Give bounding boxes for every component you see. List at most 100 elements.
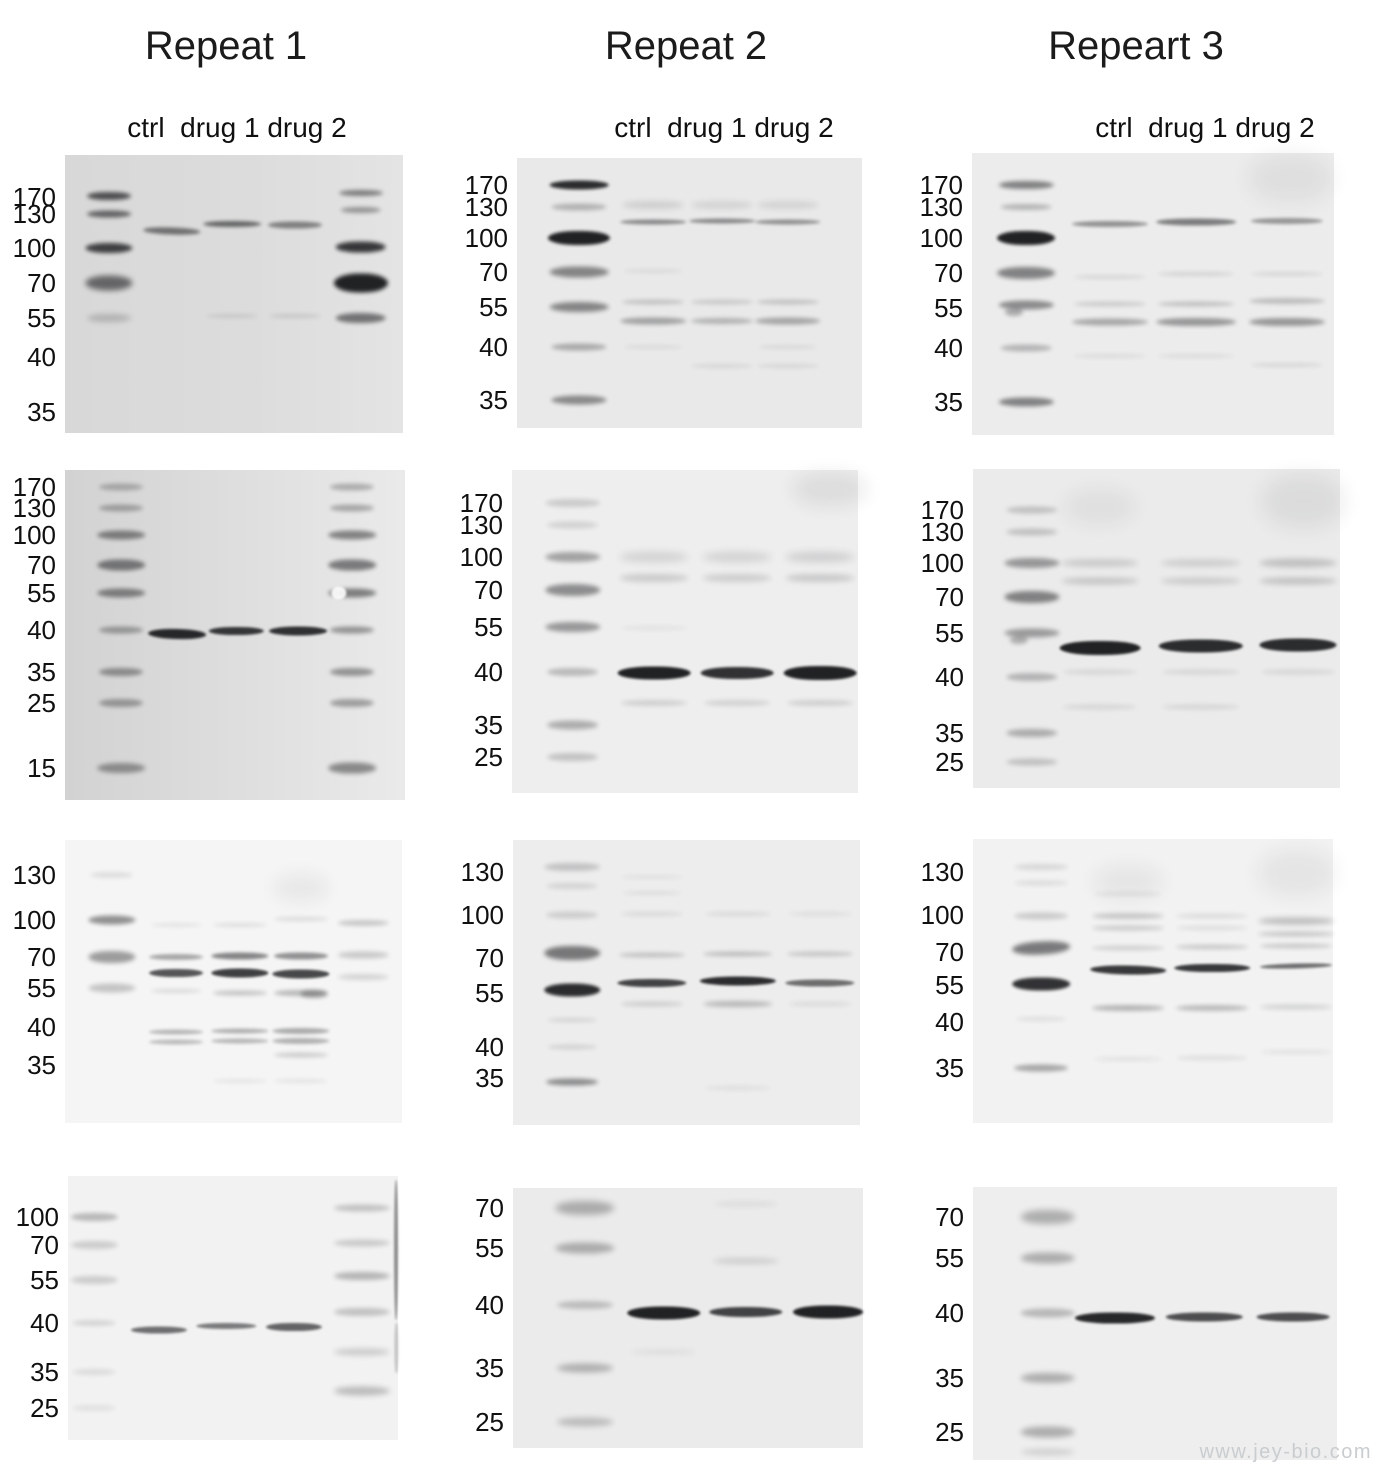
gel-band xyxy=(546,521,599,529)
mw-label-15: 15 xyxy=(27,752,56,783)
gel-band xyxy=(1162,704,1240,710)
gel-band xyxy=(1261,669,1335,675)
mw-label-40: 40 xyxy=(475,1290,504,1320)
mw-label-55: 55 xyxy=(475,978,504,1009)
mw-label-130: 130 xyxy=(919,191,963,222)
gel-band xyxy=(547,1017,597,1023)
gel-band xyxy=(330,504,375,512)
gel-band xyxy=(328,588,377,598)
mw-label-40: 40 xyxy=(27,342,56,373)
gel-band xyxy=(758,345,818,349)
gel-band xyxy=(1073,301,1146,307)
gel-band xyxy=(1162,669,1240,675)
gel-band xyxy=(544,551,601,562)
gel-band xyxy=(267,221,322,229)
blot-row1-repeat1: 170 130 100 70 55 40 35 xyxy=(13,155,403,433)
gel-band xyxy=(1259,962,1332,970)
gel-band xyxy=(1160,559,1241,568)
mw-label-40: 40 xyxy=(474,656,503,687)
mw-label-25: 25 xyxy=(935,746,964,777)
gel-band xyxy=(622,299,685,305)
gel-band xyxy=(788,912,852,917)
gel-band xyxy=(620,699,687,706)
mw-label-70: 70 xyxy=(935,581,964,612)
gel-band xyxy=(273,1078,328,1083)
gel-band xyxy=(149,953,204,960)
gel-band xyxy=(618,952,685,958)
blot-row4-repeat2: 70 55 40 35 25 xyxy=(475,1188,863,1448)
gel-band xyxy=(1020,1448,1075,1455)
gel-band xyxy=(203,220,262,227)
blot-row3-repeat2: 130 100 70 55 40 35 xyxy=(461,840,860,1125)
gel-band xyxy=(1006,672,1058,681)
gel-band xyxy=(1004,558,1060,569)
gel-band xyxy=(1176,913,1249,918)
gel-band xyxy=(1006,506,1058,514)
gel-band xyxy=(99,667,144,676)
gel-band xyxy=(89,872,134,879)
gel-band xyxy=(330,483,375,491)
lane-labels-repeat-2: ctrl drug 1 drug 2 xyxy=(614,112,834,143)
gel-band xyxy=(703,951,773,957)
gel-band xyxy=(1259,638,1337,652)
gel-band xyxy=(793,1305,863,1319)
mw-label-70: 70 xyxy=(475,1193,504,1224)
gel-artifact-spot xyxy=(331,586,347,600)
mw-label-40: 40 xyxy=(479,332,508,362)
gel-band xyxy=(1063,489,1137,526)
mw-label-40: 40 xyxy=(475,1031,504,1062)
column-title-repeat-2: Repeat 2 xyxy=(604,24,768,68)
gel-band xyxy=(544,584,601,597)
mw-label-70: 70 xyxy=(935,1202,964,1233)
gel-band xyxy=(71,1212,118,1221)
mw-label-130: 130 xyxy=(12,198,56,229)
blot-row4-repeat3: 70 55 40 35 25 xyxy=(935,1187,1337,1460)
gel-band xyxy=(86,192,131,201)
mw-label-70: 70 xyxy=(935,937,964,968)
gel-band xyxy=(1020,1426,1075,1438)
gel-band xyxy=(1071,318,1148,326)
gel-band xyxy=(211,968,269,978)
mw-label-130: 130 xyxy=(920,856,964,887)
gel-band xyxy=(130,1326,187,1334)
gel-band xyxy=(1004,308,1023,317)
mw-label-35: 35 xyxy=(27,396,56,427)
gel-band xyxy=(1261,473,1346,529)
gel-band xyxy=(1063,704,1137,710)
mw-label-100: 100 xyxy=(12,905,56,936)
gel-band xyxy=(691,363,754,368)
gel-band xyxy=(330,667,375,676)
mw-label-25: 25 xyxy=(475,1407,504,1437)
gel-band xyxy=(97,588,145,598)
mw-label-100: 100 xyxy=(15,1201,59,1232)
gel-band xyxy=(330,698,375,707)
gel-band xyxy=(787,951,854,957)
gel-band xyxy=(714,1201,778,1207)
gel-band xyxy=(702,574,772,583)
mw-label-130: 130 xyxy=(12,860,56,891)
mw-label-130: 130 xyxy=(464,191,508,222)
gel-band xyxy=(785,552,855,563)
gel-band xyxy=(268,626,327,636)
gel-band xyxy=(546,753,599,762)
gel-band xyxy=(85,275,133,291)
gel-band xyxy=(86,313,131,322)
gel-band xyxy=(394,1322,398,1373)
gel-band xyxy=(702,552,772,563)
mw-label-170: 170 xyxy=(459,487,503,518)
lane-labels-repeat-3: ctrl drug 1 drug 2 xyxy=(1095,112,1315,143)
gel-band xyxy=(704,699,770,706)
gel-band xyxy=(691,201,754,210)
gel-band xyxy=(1061,559,1139,568)
gel-band xyxy=(1004,628,1060,638)
gel-band xyxy=(1012,977,1071,991)
mw-label-35: 35 xyxy=(475,1062,504,1093)
blot-row3-repeat3: 130 100 70 55 40 35 xyxy=(921,839,1337,1123)
gel-band xyxy=(547,1044,597,1050)
gel-band xyxy=(1248,298,1325,305)
mw-label-35: 35 xyxy=(30,1356,59,1387)
gel-band xyxy=(300,990,328,999)
gel-band xyxy=(1158,272,1235,277)
gel-band xyxy=(1259,558,1337,568)
gel-band xyxy=(150,922,202,927)
